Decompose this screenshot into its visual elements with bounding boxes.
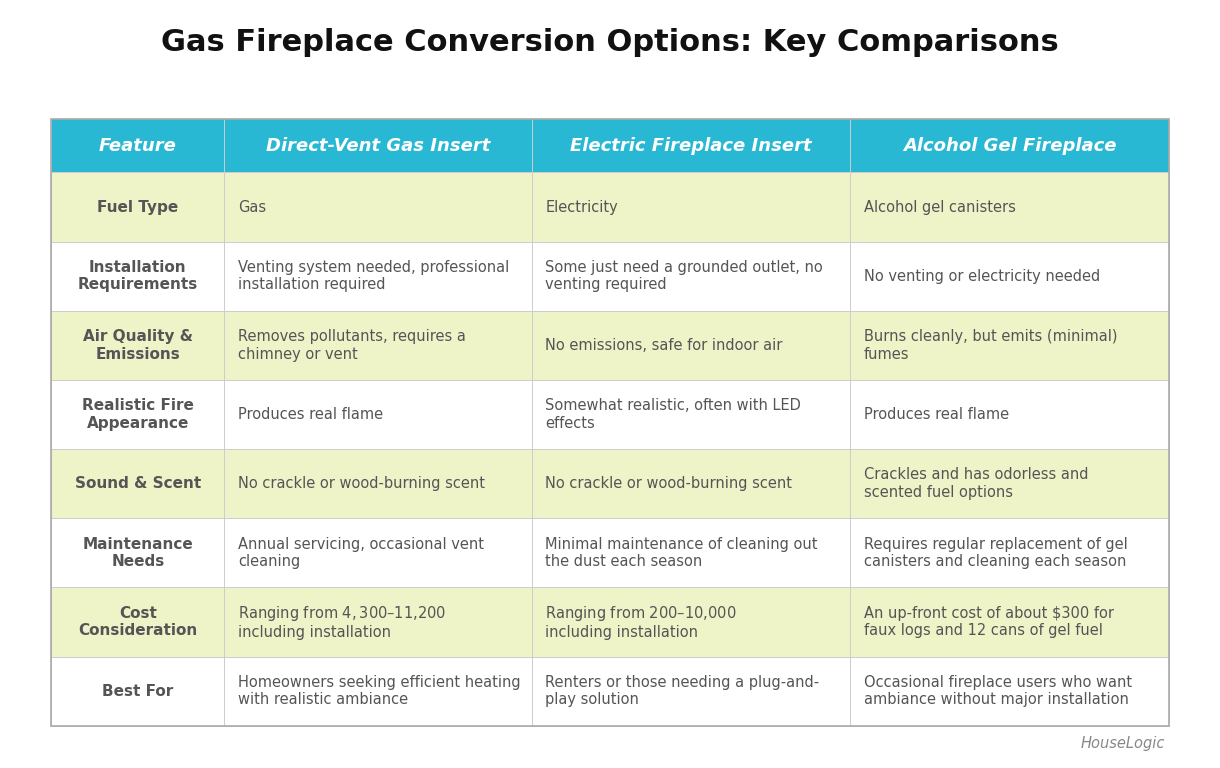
Text: Alcohol Gel Fireplace: Alcohol Gel Fireplace [903, 137, 1116, 154]
Text: Occasional fireplace users who want
ambiance without major installation: Occasional fireplace users who want ambi… [864, 675, 1132, 707]
Text: Some just need a grounded outlet, no
venting required: Some just need a grounded outlet, no ven… [545, 260, 824, 293]
Text: Burns cleanly, but emits (minimal)
fumes: Burns cleanly, but emits (minimal) fumes [864, 329, 1118, 362]
Text: Air Quality &
Emissions: Air Quality & Emissions [83, 329, 193, 362]
Text: No crackle or wood-burning scent: No crackle or wood-burning scent [238, 476, 484, 492]
Text: Ranging from $200–$10,000
including installation: Ranging from $200–$10,000 including inst… [545, 604, 737, 641]
Text: Renters or those needing a plug-and-
play solution: Renters or those needing a plug-and- pla… [545, 675, 820, 707]
Text: Electric Fireplace Insert: Electric Fireplace Insert [570, 137, 811, 154]
Text: Cost
Consideration: Cost Consideration [78, 606, 198, 638]
Text: Alcohol gel canisters: Alcohol gel canisters [864, 200, 1015, 214]
Text: An up-front cost of about $300 for
faux logs and 12 cans of gel fuel: An up-front cost of about $300 for faux … [864, 606, 1114, 638]
Text: Direct-Vent Gas Insert: Direct-Vent Gas Insert [266, 137, 490, 154]
Text: No venting or electricity needed: No venting or electricity needed [864, 269, 1100, 283]
Text: Sound & Scent: Sound & Scent [74, 476, 201, 492]
Text: Feature: Feature [99, 137, 177, 154]
Text: Annual servicing, occasional vent
cleaning: Annual servicing, occasional vent cleani… [238, 537, 484, 569]
Text: Produces real flame: Produces real flame [238, 407, 383, 422]
Text: Installation
Requirements: Installation Requirements [78, 260, 198, 293]
Text: Venting system needed, professional
installation required: Venting system needed, professional inst… [238, 260, 509, 293]
Text: Gas Fireplace Conversion Options: Key Comparisons: Gas Fireplace Conversion Options: Key Co… [161, 28, 1059, 57]
Text: Somewhat realistic, often with LED
effects: Somewhat realistic, often with LED effec… [545, 399, 802, 431]
Text: Removes pollutants, requires a
chimney or vent: Removes pollutants, requires a chimney o… [238, 329, 466, 362]
Text: Best For: Best For [102, 684, 173, 699]
Text: Electricity: Electricity [545, 200, 619, 214]
Text: Minimal maintenance of cleaning out
the dust each season: Minimal maintenance of cleaning out the … [545, 537, 817, 569]
Text: No crackle or wood-burning scent: No crackle or wood-burning scent [545, 476, 792, 492]
Text: HouseLogic: HouseLogic [1081, 736, 1165, 751]
Text: Ranging from $4,300–$11,200
including installation: Ranging from $4,300–$11,200 including in… [238, 604, 447, 641]
Text: Maintenance
Needs: Maintenance Needs [83, 537, 193, 569]
Text: Crackles and has odorless and
scented fuel options: Crackles and has odorless and scented fu… [864, 468, 1088, 500]
Text: Requires regular replacement of gel
canisters and cleaning each season: Requires regular replacement of gel cani… [864, 537, 1127, 569]
Text: Produces real flame: Produces real flame [864, 407, 1009, 422]
Text: Gas: Gas [238, 200, 266, 214]
Text: Realistic Fire
Appearance: Realistic Fire Appearance [82, 399, 194, 431]
Text: Homeowners seeking efficient heating
with realistic ambiance: Homeowners seeking efficient heating wit… [238, 675, 521, 707]
Text: No emissions, safe for indoor air: No emissions, safe for indoor air [545, 338, 782, 353]
Text: Fuel Type: Fuel Type [98, 200, 178, 214]
